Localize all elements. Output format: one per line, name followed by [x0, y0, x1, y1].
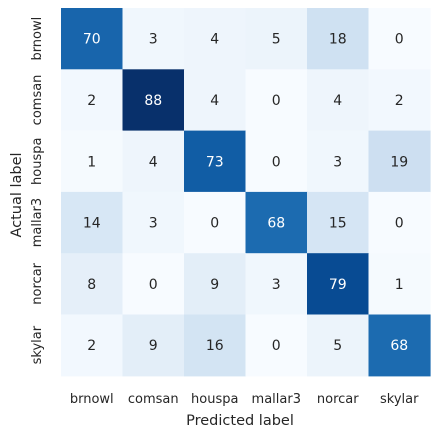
- x-axis-title: Predicted label: [186, 413, 294, 429]
- cell-value-label: 3: [149, 32, 158, 48]
- cell-value-label: 9: [210, 277, 219, 293]
- y-tick-norcar: norcar: [30, 262, 45, 304]
- x-tick-houspa: houspa: [191, 392, 238, 407]
- cell-value-label: 4: [210, 32, 219, 48]
- x-tick-skylar: skylar: [380, 392, 419, 407]
- cell-value-label: 3: [333, 154, 342, 170]
- cell-value-label: 2: [87, 93, 96, 109]
- cell-value-label: 0: [149, 277, 158, 293]
- cell-value-label: 5: [272, 32, 281, 48]
- cell-value-label: 2: [87, 338, 96, 354]
- cell-value-label: 9: [149, 338, 158, 354]
- cell-value-label: 68: [390, 338, 408, 354]
- y-tick-labels: brnowl comsan houspa mallar3 norcar skylar: [30, 17, 45, 365]
- y-axis-title: Actual label: [9, 152, 25, 237]
- cell-value-label: 88: [144, 93, 162, 109]
- cell-value-label: 0: [272, 93, 281, 109]
- cell-value-label: 5: [333, 338, 342, 354]
- cell-value-label: 0: [272, 338, 281, 354]
- y-tick-brnowl: brnowl: [30, 17, 45, 61]
- cell-value-label: 4: [149, 154, 158, 170]
- y-tick-comsan: comsan: [30, 75, 45, 126]
- cell-value-label: 8: [87, 277, 96, 293]
- x-tick-mallar3: mallar3: [252, 392, 301, 407]
- y-tick-mallar3: mallar3: [30, 198, 45, 247]
- cell-value-label: 70: [83, 32, 101, 48]
- x-tick-comsan: comsan: [128, 392, 179, 407]
- cell-value-label: 16: [206, 338, 224, 354]
- cell-value-label: 4: [210, 93, 219, 109]
- cell-value-label: 0: [395, 32, 404, 48]
- cell-value-label: 3: [149, 216, 158, 232]
- cell-value-label: 15: [329, 216, 347, 232]
- cell-value-label: 4: [333, 93, 342, 109]
- cell-value-label: 0: [272, 154, 281, 170]
- cell-value-label: 1: [87, 154, 96, 170]
- cell-value-label: 1: [395, 277, 404, 293]
- cell-value-label: 0: [210, 216, 219, 232]
- cell-value-label: 14: [83, 216, 101, 232]
- cell-value-label: 68: [267, 216, 285, 232]
- cell-value-label: 0: [395, 216, 404, 232]
- y-tick-skylar: skylar: [30, 325, 45, 364]
- cell-value-label: 79: [329, 277, 347, 293]
- y-tick-houspa: houspa: [30, 138, 45, 185]
- cell-value-label: 73: [206, 154, 224, 170]
- cell-value-label: 19: [390, 154, 408, 170]
- x-tick-labels: brnowl comsan houspa mallar3 norcar skylar: [70, 392, 419, 407]
- x-tick-brnowl: brnowl: [70, 392, 114, 407]
- cell-value-label: 2: [395, 93, 404, 109]
- cell-value-label: 18: [329, 32, 347, 48]
- cell-value-label: 3: [272, 277, 281, 293]
- x-tick-norcar: norcar: [317, 392, 359, 407]
